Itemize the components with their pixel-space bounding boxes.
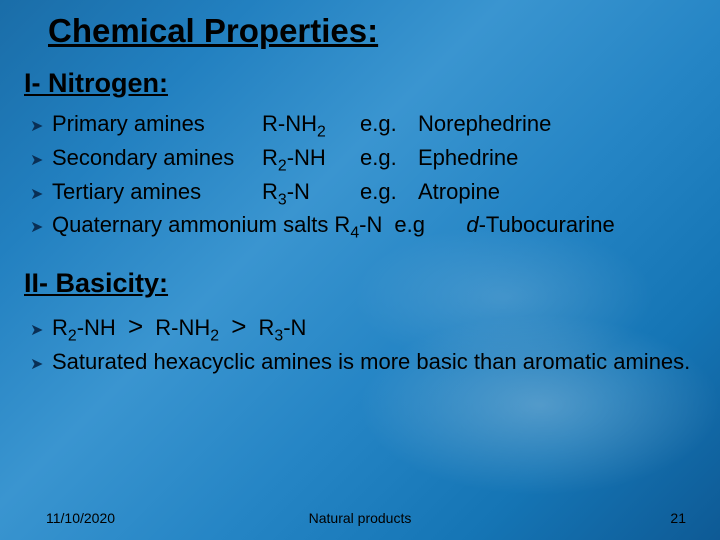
bullet-icon: ➤	[30, 320, 52, 342]
section-basicity-heading: II- Basicity:	[24, 268, 696, 299]
bullet-icon: ➤	[30, 354, 52, 376]
eg-label: e.g.	[360, 143, 418, 173]
list-item: ➤ Tertiary amines R3-N e.g. Atropine	[30, 177, 696, 211]
list-item: ➤ Quaternary ammonium salts R4-N e.g d-T…	[30, 210, 696, 244]
basicity-inequality: R2-NH > R-NH2 > R3-N	[52, 309, 696, 347]
page-title: Chemical Properties:	[48, 12, 696, 50]
amine-name: Primary amines	[52, 109, 262, 139]
nitrogen-list: ➤ Primary amines R-NH2 e.g. Norephedrine…	[30, 109, 696, 244]
amine-name: Quaternary ammonium salts R4-N	[52, 210, 382, 244]
example: Atropine	[418, 177, 500, 207]
eg-label: e.g.	[360, 177, 418, 207]
list-item: ➤ Primary amines R-NH2 e.g. Norephedrine	[30, 109, 696, 143]
bullet-icon: ➤	[30, 217, 52, 239]
footer-page-number: 21	[670, 510, 686, 526]
footer-date: 11/10/2020	[46, 510, 115, 526]
eg-label: e.g.	[360, 109, 418, 139]
section-nitrogen-heading: I- Nitrogen:	[24, 68, 696, 99]
list-item: ➤ Secondary amines R2-NH e.g. Ephedrine	[30, 143, 696, 177]
eg-label: e.g	[394, 210, 452, 240]
bullet-icon: ➤	[30, 116, 52, 138]
bullet-icon: ➤	[30, 184, 52, 206]
basicity-statement: Saturated hexacyclic amines is more basi…	[52, 347, 696, 377]
formula: R2-NH	[262, 143, 360, 177]
bullet-icon: ➤	[30, 150, 52, 172]
formula: R-NH2	[262, 109, 360, 143]
amine-name: Secondary amines	[52, 143, 262, 173]
list-item: ➤ R2-NH > R-NH2 > R3-N	[30, 309, 696, 347]
list-item: ➤ Saturated hexacyclic amines is more ba…	[30, 347, 696, 377]
example: Ephedrine	[418, 143, 518, 173]
basicity-list: ➤ R2-NH > R-NH2 > R3-N ➤ Saturated hexac…	[30, 309, 696, 376]
example: Norephedrine	[418, 109, 551, 139]
slide-footer: 11/10/2020 Natural products 21	[0, 510, 720, 526]
footer-title: Natural products	[309, 510, 412, 526]
amine-name: Tertiary amines	[52, 177, 262, 207]
example: d-Tubocurarine	[466, 210, 614, 240]
formula: R3-N	[262, 177, 360, 211]
